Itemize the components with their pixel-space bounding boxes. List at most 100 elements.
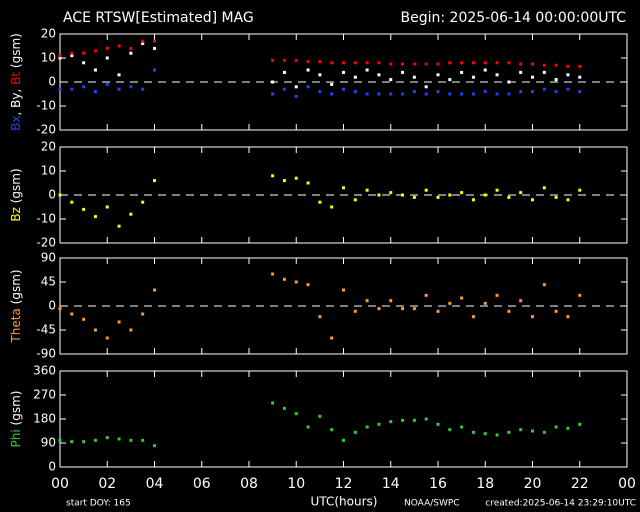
x-tick-label: 16	[429, 476, 447, 492]
y-axis-label-part: (gsm)	[9, 168, 23, 207]
data-point	[306, 181, 310, 185]
data-point	[342, 70, 345, 74]
data-point	[542, 63, 546, 67]
data-point	[566, 64, 570, 68]
data-point	[353, 430, 357, 434]
x-tick-label: 14	[382, 476, 400, 492]
data-point	[353, 309, 357, 313]
data-point	[566, 73, 570, 77]
data-point	[70, 200, 74, 204]
y-tick-label: 90	[41, 436, 56, 450]
y-axis-label-part: (gsm)	[9, 269, 23, 308]
data-point	[566, 198, 570, 202]
data-point	[471, 92, 475, 96]
y-axis-label: Phi (gsm)	[9, 391, 23, 448]
y-tick-label: 10	[41, 164, 56, 178]
data-point	[542, 87, 546, 91]
data-point	[566, 87, 570, 91]
data-point	[424, 85, 428, 89]
data-point	[318, 414, 322, 418]
y-tick-label: -90	[36, 347, 56, 361]
x-tick-label: 04	[146, 476, 164, 492]
y-tick-label: 45	[41, 275, 56, 289]
data-point	[342, 438, 345, 442]
data-point	[424, 92, 428, 96]
data-point	[424, 293, 428, 297]
data-point	[471, 198, 475, 202]
data-point	[389, 62, 393, 66]
data-point	[70, 51, 74, 55]
data-point	[82, 207, 86, 211]
data-point	[342, 186, 345, 190]
data-point	[330, 336, 334, 340]
data-point	[448, 78, 452, 82]
data-point	[117, 73, 121, 77]
y-tick-label: 20	[41, 27, 56, 41]
data-point	[282, 179, 286, 183]
data-point	[353, 61, 357, 65]
data-point	[401, 62, 405, 66]
y-axis-label-part: ,	[9, 85, 23, 93]
data-point	[554, 195, 558, 199]
data-point	[318, 315, 322, 319]
data-point	[436, 62, 440, 66]
data-point	[271, 174, 275, 178]
data-point	[58, 56, 62, 60]
data-point	[507, 80, 511, 84]
data-point	[93, 49, 97, 53]
data-point	[82, 61, 86, 65]
data-point	[483, 68, 487, 72]
data-point	[377, 307, 381, 311]
data-point	[294, 85, 298, 89]
data-point	[82, 85, 86, 89]
data-point	[519, 90, 523, 94]
data-point	[507, 309, 511, 313]
data-point	[282, 70, 286, 74]
data-point	[389, 191, 393, 195]
data-point	[460, 70, 464, 74]
data-point	[566, 426, 570, 430]
data-point	[70, 87, 74, 91]
data-point	[531, 315, 534, 319]
data-point	[353, 75, 357, 79]
data-point	[460, 425, 464, 429]
data-point	[294, 412, 298, 416]
x-tick-label: 20	[524, 476, 542, 492]
data-point	[129, 328, 133, 332]
y-tick-label: -45	[36, 323, 56, 337]
data-point	[365, 188, 369, 192]
data-point	[436, 90, 440, 94]
data-point	[70, 54, 74, 58]
data-point	[105, 82, 109, 86]
data-point	[471, 315, 475, 319]
data-point	[436, 309, 440, 313]
data-point	[318, 90, 322, 94]
data-point	[342, 87, 345, 91]
data-point	[471, 75, 475, 79]
y-tick-label: 0	[48, 299, 56, 313]
data-point	[412, 195, 416, 199]
y-tick-label: -20	[36, 236, 56, 250]
data-point	[554, 78, 558, 82]
data-point	[507, 195, 511, 199]
data-point	[578, 90, 582, 94]
data-point	[306, 60, 310, 64]
data-point	[566, 315, 570, 319]
data-point	[578, 75, 582, 79]
data-point	[141, 200, 145, 204]
y-tick-label: 360	[33, 364, 56, 378]
data-point	[483, 90, 487, 94]
data-point	[282, 58, 286, 62]
data-point	[141, 312, 145, 316]
data-point	[471, 430, 475, 434]
data-point	[460, 92, 464, 96]
y-tick-label: -10	[36, 99, 56, 113]
y-axis-label-part: (gsm)	[9, 391, 23, 430]
data-point	[365, 61, 369, 65]
data-point	[129, 46, 133, 50]
y-axis-label-part: Theta	[9, 308, 23, 343]
data-point	[578, 293, 582, 297]
data-point	[153, 68, 156, 72]
data-point	[105, 336, 109, 340]
x-tick-label: 12	[335, 476, 353, 492]
